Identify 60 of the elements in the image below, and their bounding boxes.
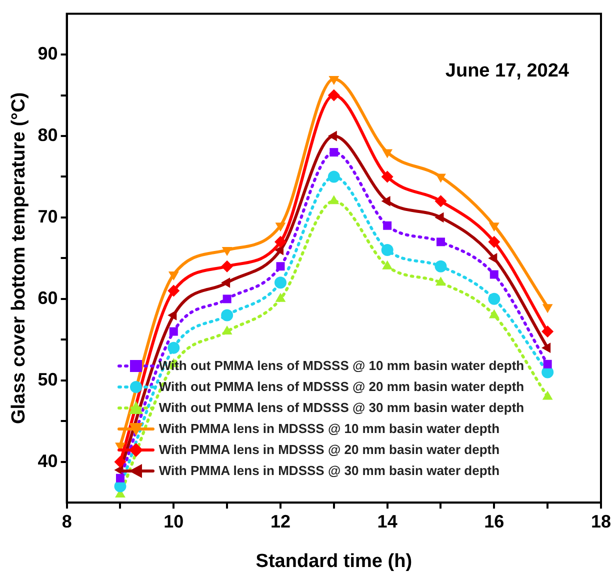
point [436, 174, 446, 183]
x-tick-label: 14 [377, 511, 398, 532]
point [488, 292, 500, 305]
legend-label: With PMMA lens in MDSSS @ 10 mm basin water depth [158, 421, 500, 436]
point [328, 130, 337, 142]
point [488, 236, 500, 248]
point [168, 342, 180, 354]
x-tick-label: 8 [62, 511, 72, 532]
point [542, 390, 553, 400]
point [274, 276, 286, 289]
point [222, 326, 232, 335]
y-tick-label: 80 [38, 124, 58, 145]
point [542, 326, 554, 338]
point [542, 342, 551, 354]
point [381, 196, 390, 206]
point [488, 253, 498, 264]
point [434, 212, 444, 223]
point [221, 309, 234, 322]
y-axis-title: Glass cover bottom temperature (°C) [8, 92, 30, 424]
point [330, 148, 338, 157]
point [328, 76, 340, 85]
point [436, 276, 446, 286]
legend-label: With PMMA lens in MDSSS @ 30 mm basin water depth [158, 463, 500, 478]
point [221, 277, 230, 288]
annotation: June 17, 2024 [445, 60, 570, 82]
point [116, 474, 124, 482]
point [168, 271, 179, 280]
x-axis-title: Standard time (h) [256, 550, 412, 572]
point [434, 195, 447, 208]
point [276, 262, 285, 271]
legend-label: With out PMMA lens of MDSSS @ 30 mm basin water depth [158, 400, 524, 416]
y-tick-label: 40 [38, 450, 58, 471]
point [274, 236, 286, 248]
point [381, 244, 394, 256]
point [222, 294, 232, 304]
point [381, 170, 394, 183]
y-tick-label: 90 [38, 44, 58, 64]
point [168, 284, 180, 297]
x-tick-label: 16 [484, 511, 504, 532]
legend-label: With out PMMA lens of MDSSS @ 20 mm basin water depth [158, 379, 524, 394]
x-tick-label: 12 [270, 511, 291, 532]
point [436, 238, 445, 246]
point [114, 456, 126, 468]
y-tick-label: 50 [38, 369, 58, 390]
point [382, 149, 393, 158]
point [221, 260, 234, 272]
point [168, 310, 177, 320]
point [543, 360, 552, 368]
point [490, 270, 498, 279]
y-tick-label: 70 [38, 206, 58, 226]
legend-label: With PMMA lens in MDSSS @ 20 mm basin water depth [158, 442, 500, 458]
point [434, 260, 447, 272]
point [488, 309, 500, 318]
point [328, 89, 340, 102]
point [328, 170, 340, 183]
point [169, 327, 178, 336]
x-tick-label: 18 [590, 511, 612, 532]
y-tick-label: 60 [38, 288, 58, 308]
x-tick-label: 10 [164, 511, 184, 532]
point [383, 221, 392, 230]
